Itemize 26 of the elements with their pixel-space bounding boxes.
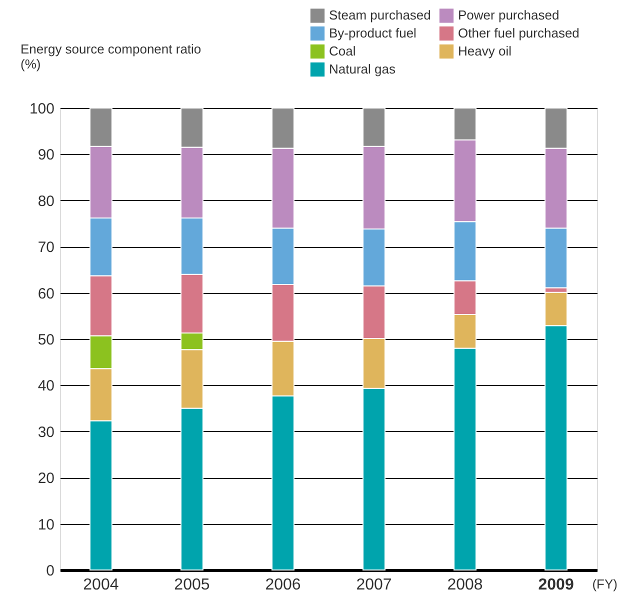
x-tick-label: 2007 [356, 576, 392, 594]
x-tick-label: 2009 [538, 576, 574, 594]
y-axis-title: Energy source component ratio (%) [20, 42, 202, 72]
y-tick-label: 100 [29, 100, 54, 118]
x-tick-label: 2008 [447, 576, 483, 594]
y-tick-label: 0 [46, 562, 54, 580]
y-tick-label: 40 [38, 378, 54, 395]
y-tick-label: 70 [38, 239, 54, 256]
y-tick-label: 30 [38, 424, 54, 441]
legend-label: Coal [329, 44, 356, 58]
x-tick-label: 2006 [265, 576, 301, 594]
x-tick-label: 2005 [174, 576, 210, 594]
y-tick-label: 60 [38, 285, 54, 302]
legend-label: Heavy oil [458, 44, 512, 58]
y-tick-label: 80 [38, 192, 54, 210]
y-tick-label: 50 [38, 332, 54, 348]
legend-label: Natural gas [329, 62, 396, 76]
x-axis-title: (FY) [592, 576, 617, 592]
legend-label: Power purchased [458, 8, 560, 23]
y-tick-label: 20 [38, 470, 54, 488]
y-tick-label: 10 [38, 516, 54, 534]
legend-label: Other fuel purchased [458, 26, 580, 40]
x-tick-label: 2004 [83, 576, 119, 594]
legend-label: Steam purchased [329, 8, 431, 23]
y-tick-label: 90 [38, 146, 54, 164]
legend-label: By-product fuel [329, 26, 417, 40]
